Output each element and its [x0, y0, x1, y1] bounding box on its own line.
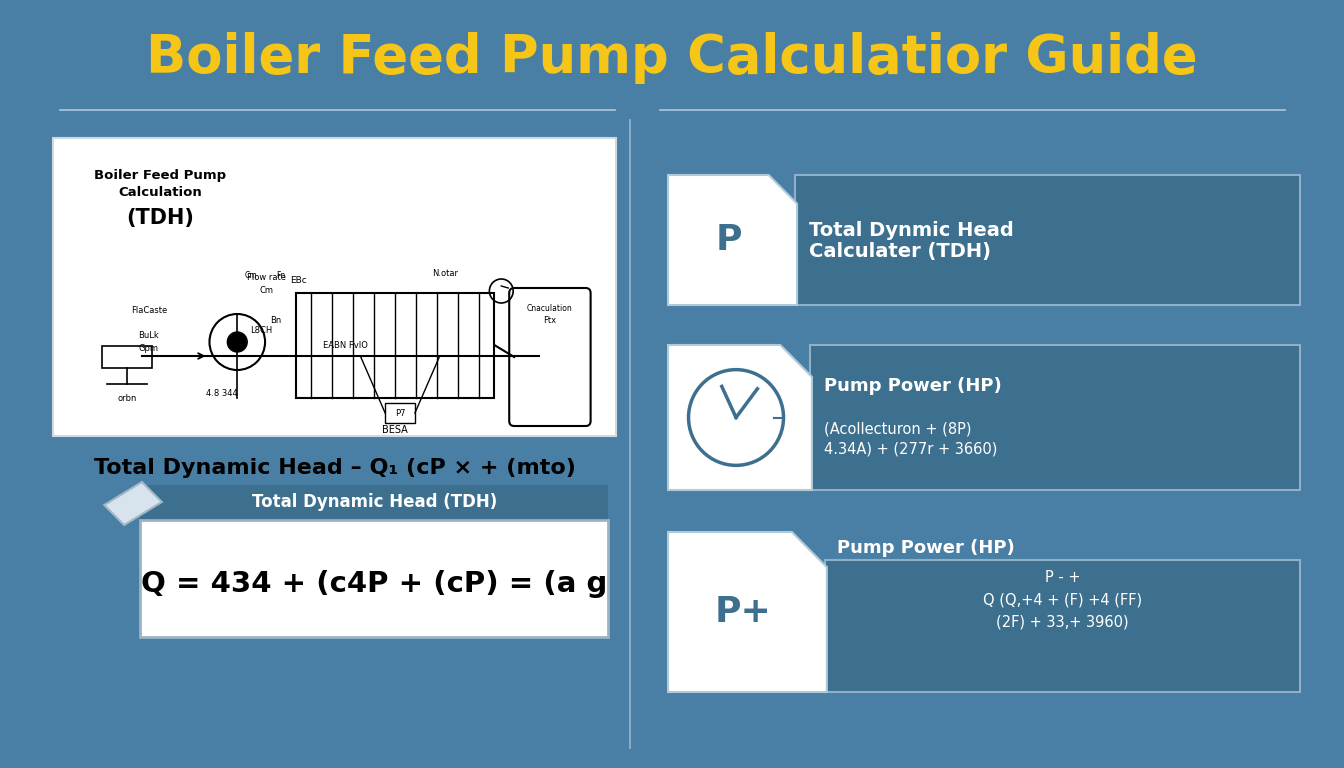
Text: Cm: Cm	[259, 286, 273, 295]
Text: Boiler Feed Pump Calculatior Guide: Boiler Feed Pump Calculatior Guide	[146, 32, 1198, 84]
Text: BuLk: BuLk	[138, 331, 160, 340]
Text: Q (Q,+4 + (F) +4 (FF): Q (Q,+4 + (F) +4 (FF)	[982, 592, 1142, 607]
Text: Calculation: Calculation	[118, 187, 202, 200]
Polygon shape	[668, 345, 812, 490]
FancyBboxPatch shape	[796, 175, 1300, 305]
Text: Calculater (TDH): Calculater (TDH)	[809, 243, 991, 261]
Text: Total Dynmic Head: Total Dynmic Head	[809, 220, 1013, 240]
FancyBboxPatch shape	[140, 485, 609, 520]
Polygon shape	[668, 175, 797, 305]
Text: P7: P7	[395, 409, 406, 418]
Text: orbn: orbn	[117, 394, 137, 403]
Polygon shape	[668, 532, 827, 692]
Text: Cnaculation: Cnaculation	[527, 304, 573, 313]
FancyBboxPatch shape	[810, 345, 1300, 490]
Text: Cm: Cm	[245, 271, 258, 280]
FancyBboxPatch shape	[52, 138, 617, 436]
Text: N.otar: N.otar	[431, 269, 458, 278]
FancyBboxPatch shape	[825, 560, 1300, 692]
Text: L8CH: L8CH	[250, 326, 273, 335]
FancyBboxPatch shape	[140, 520, 609, 637]
Text: P+: P+	[715, 595, 771, 629]
Text: Total Dynamic Head (TDH): Total Dynamic Head (TDH)	[251, 493, 497, 511]
Polygon shape	[105, 482, 161, 525]
Text: 4.34A) + (277r + 3660): 4.34A) + (277r + 3660)	[824, 442, 997, 457]
Text: Q = 434 + (c4P + (cP) = (a g: Q = 434 + (c4P + (cP) = (a g	[141, 570, 607, 598]
Text: Pump Power (HP): Pump Power (HP)	[824, 376, 1001, 395]
Text: 4.8 344: 4.8 344	[206, 389, 238, 398]
Text: BESA: BESA	[382, 425, 409, 435]
Text: EABN FvIO: EABN FvIO	[323, 341, 368, 350]
Text: Gpm: Gpm	[138, 344, 159, 353]
Text: EBc: EBc	[290, 276, 308, 285]
Text: Boiler Feed Pump: Boiler Feed Pump	[94, 170, 226, 183]
Text: (TDH): (TDH)	[126, 208, 194, 228]
Text: Total Dynamic Head – Q₁ (cP × + (mto): Total Dynamic Head – Q₁ (cP × + (mto)	[94, 458, 575, 478]
Text: FlaCaste: FlaCaste	[130, 306, 167, 315]
Text: Flow rate: Flow rate	[246, 273, 285, 282]
Text: P: P	[715, 223, 742, 257]
Text: Pump Power (HP): Pump Power (HP)	[837, 539, 1015, 557]
Circle shape	[227, 332, 247, 352]
Text: Bn: Bn	[270, 316, 282, 325]
Text: Ftx: Ftx	[543, 316, 556, 325]
Text: P - +: P - +	[1044, 571, 1081, 585]
Text: Fn: Fn	[277, 271, 285, 280]
Text: (2F) + 33,+ 3960): (2F) + 33,+ 3960)	[996, 614, 1129, 630]
Text: (Acollecturon + (8P): (Acollecturon + (8P)	[824, 422, 972, 436]
